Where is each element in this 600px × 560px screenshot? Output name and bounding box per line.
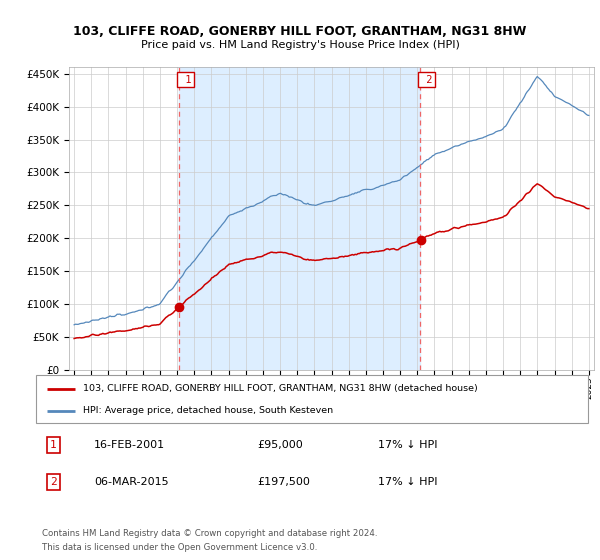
Text: £95,000: £95,000 xyxy=(257,440,302,450)
Text: 17% ↓ HPI: 17% ↓ HPI xyxy=(378,477,438,487)
Text: 1: 1 xyxy=(179,74,191,85)
Text: 1: 1 xyxy=(50,440,56,450)
Text: HPI: Average price, detached house, South Kesteven: HPI: Average price, detached house, Sout… xyxy=(83,407,333,416)
FancyBboxPatch shape xyxy=(36,375,588,423)
Text: 06-MAR-2015: 06-MAR-2015 xyxy=(94,477,169,487)
Text: 2: 2 xyxy=(421,74,433,85)
Text: 103, CLIFFE ROAD, GONERBY HILL FOOT, GRANTHAM, NG31 8HW: 103, CLIFFE ROAD, GONERBY HILL FOOT, GRA… xyxy=(73,25,527,38)
Text: This data is licensed under the Open Government Licence v3.0.: This data is licensed under the Open Gov… xyxy=(42,543,317,552)
Text: 17% ↓ HPI: 17% ↓ HPI xyxy=(378,440,438,450)
Text: 103, CLIFFE ROAD, GONERBY HILL FOOT, GRANTHAM, NG31 8HW (detached house): 103, CLIFFE ROAD, GONERBY HILL FOOT, GRA… xyxy=(83,384,478,393)
Text: Price paid vs. HM Land Registry's House Price Index (HPI): Price paid vs. HM Land Registry's House … xyxy=(140,40,460,50)
Text: £197,500: £197,500 xyxy=(257,477,310,487)
Text: 16-FEB-2001: 16-FEB-2001 xyxy=(94,440,165,450)
Text: 2: 2 xyxy=(50,477,56,487)
Text: Contains HM Land Registry data © Crown copyright and database right 2024.: Contains HM Land Registry data © Crown c… xyxy=(42,529,377,538)
Bar xyxy=(179,67,421,370)
